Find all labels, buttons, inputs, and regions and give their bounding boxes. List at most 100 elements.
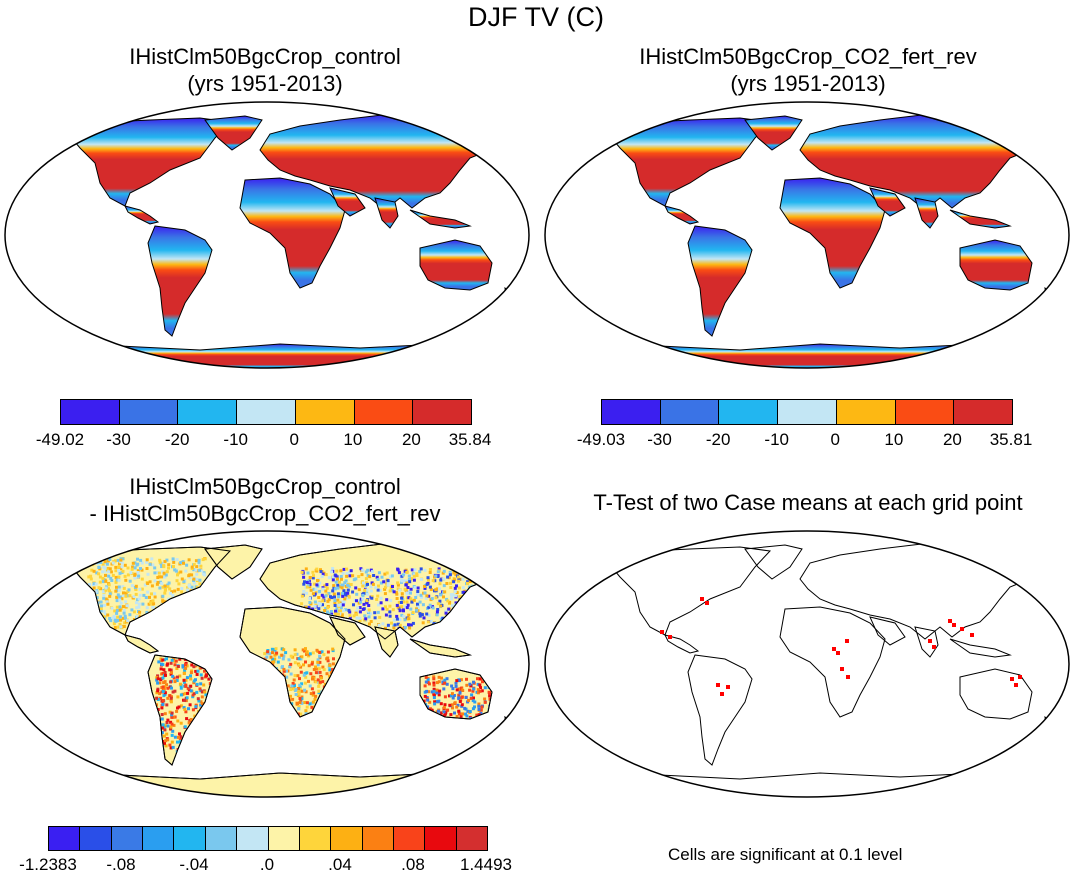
panel-title-control-line2: (yrs 1951-2013) bbox=[187, 71, 343, 96]
colorbar-cell bbox=[456, 827, 488, 850]
colorbar-tick-label: -49.02 bbox=[35, 430, 85, 449]
land-australia bbox=[419, 239, 493, 291]
land-ca bbox=[664, 205, 700, 225]
colorbar-tick-label: -30 bbox=[647, 430, 672, 449]
panel-title-diff-line2: - IHistClm50BgcCrop_CO2_fert_rev bbox=[89, 501, 441, 526]
panel-title-ttest: T-Test of two Case means at each grid po… bbox=[593, 490, 1023, 515]
colorbar-cell bbox=[425, 827, 457, 850]
colorbar-labels-control: -49.02 -30 -20 -10 0 10 20 35.84 bbox=[36, 430, 491, 454]
coastline-antarctica bbox=[589, 772, 1042, 797]
colorbar-labels-co2-fert-rev: -49.03 -30 -20 -10 0 10 20 35.81 bbox=[577, 430, 1032, 454]
colorbar-tick-label: -20 bbox=[164, 430, 190, 449]
colorbar-tick-label: -1.2383 bbox=[19, 855, 77, 874]
colorbar-tick-label: -49.03 bbox=[576, 430, 626, 449]
colorbar-co2-fert-rev bbox=[601, 399, 1013, 425]
colorbar-tick-label: -.08 bbox=[106, 855, 136, 874]
significant-cells bbox=[660, 597, 1022, 696]
colorbar-tick-label: 1.4493 bbox=[460, 855, 512, 874]
coastline-sa bbox=[687, 654, 753, 766]
colorbar-cell bbox=[61, 400, 120, 424]
map-border bbox=[4, 530, 530, 798]
colorbar-cell bbox=[719, 400, 779, 424]
map-border bbox=[544, 101, 1070, 369]
land-sa bbox=[687, 225, 753, 337]
coastline-eurasia bbox=[799, 542, 1041, 640]
colorbar-cell bbox=[362, 827, 394, 850]
colorbar-cell bbox=[80, 827, 112, 850]
land-india bbox=[914, 197, 939, 229]
colorbar-tick-label: 0 bbox=[289, 430, 300, 449]
colorbar-tick-label: .0 bbox=[259, 855, 275, 874]
colorbar-tick-label: -.04 bbox=[179, 855, 209, 874]
colorbar-tick-label: 35.84 bbox=[448, 430, 492, 449]
colorbar-cell bbox=[299, 827, 332, 850]
land-arabia bbox=[869, 187, 906, 217]
land-na bbox=[609, 117, 772, 207]
map-co2-fert-rev bbox=[544, 101, 1070, 369]
panel-title-co2-line2: (yrs 1951-2013) bbox=[730, 71, 886, 96]
colorbar-tick-label: 35.81 bbox=[989, 430, 1033, 449]
colorbar-cell bbox=[237, 827, 269, 850]
colorbar-cell bbox=[331, 827, 363, 850]
colorbar-control bbox=[60, 399, 472, 425]
land-africa bbox=[779, 177, 886, 289]
land-antarctica bbox=[49, 772, 502, 797]
colorbar-cell bbox=[143, 827, 175, 850]
colorbar-tick-label: -30 bbox=[106, 430, 131, 449]
land-africa bbox=[239, 177, 346, 289]
coastline-australia bbox=[959, 668, 1033, 720]
colorbar-cell bbox=[602, 400, 661, 424]
colorbar-cell bbox=[237, 400, 296, 424]
coastline-seasia bbox=[949, 638, 1012, 658]
colorbar-cell bbox=[205, 827, 238, 850]
land-india bbox=[374, 197, 399, 229]
colorbar-cell bbox=[895, 400, 955, 424]
panel-title-control-line1: IHistClm50BgcCrop_control bbox=[129, 44, 401, 69]
panel-title-co2-line1: IHistClm50BgcCrop_CO2_fert_rev bbox=[639, 44, 977, 69]
land-na bbox=[69, 117, 232, 207]
land-sa bbox=[147, 225, 213, 337]
colorbar-tick-label: -10 bbox=[223, 430, 248, 449]
coastline-ca bbox=[664, 634, 700, 654]
land-antarctica bbox=[49, 343, 502, 368]
coastline-greenland bbox=[744, 544, 803, 580]
colorbar-cell bbox=[413, 400, 472, 424]
land-ca bbox=[124, 205, 160, 225]
colorbar-cell bbox=[778, 400, 837, 424]
colorbar-tick-label: -10 bbox=[764, 430, 789, 449]
colorbar-tick-label: 20 bbox=[401, 430, 421, 449]
land-greenland bbox=[204, 115, 263, 151]
colorbar-labels-difference: -1.2383 -.08 -.04 .0 .04 .08 1.4493 bbox=[19, 855, 512, 879]
colorbar-cell bbox=[836, 400, 896, 424]
land-seasia bbox=[949, 209, 1012, 229]
colorbar-cell bbox=[111, 827, 144, 850]
map-control bbox=[4, 101, 530, 369]
coastline-arabia bbox=[869, 616, 906, 646]
colorbar-tick-label: -20 bbox=[705, 430, 731, 449]
colorbar-cell bbox=[49, 827, 81, 850]
colorbar-tick-label: .08 bbox=[401, 855, 425, 874]
colorbar-cell bbox=[954, 400, 1013, 424]
land-australia bbox=[959, 239, 1033, 291]
land-arabia bbox=[329, 187, 366, 217]
map-ttest bbox=[544, 530, 1070, 798]
colorbar-tick-label: 0 bbox=[830, 430, 841, 449]
map-border bbox=[4, 101, 530, 369]
colorbar-tick-label: 10 bbox=[343, 430, 363, 449]
significance-note: Cells are significant at 0.1 level bbox=[668, 845, 903, 864]
coastline-na bbox=[609, 546, 772, 636]
colorbar-cell bbox=[354, 400, 414, 424]
panel-title-diff-line1: IHistClm50BgcCrop_control bbox=[129, 474, 401, 499]
coastline-africa bbox=[779, 606, 886, 718]
map-border bbox=[544, 530, 1070, 798]
land-ca bbox=[124, 634, 160, 654]
land-greenland bbox=[744, 115, 803, 151]
figure-title: DJF TV (C) bbox=[468, 2, 604, 32]
colorbar-cell bbox=[268, 827, 300, 850]
colorbar-cell bbox=[174, 827, 206, 850]
colorbar-cell bbox=[660, 400, 720, 424]
land-seasia bbox=[409, 209, 472, 229]
coastline-india bbox=[914, 626, 939, 658]
land-antarctica bbox=[589, 343, 1042, 368]
colorbar-cell bbox=[178, 400, 238, 424]
